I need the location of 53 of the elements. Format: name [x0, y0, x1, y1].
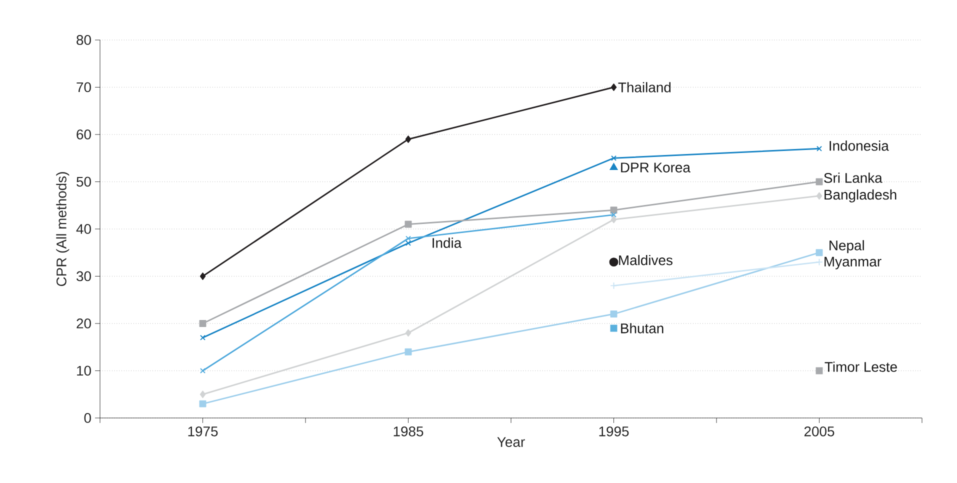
point — [406, 236, 412, 242]
series-label: India — [432, 238, 462, 248]
y-axis-title: CPR (All methods) — [56, 172, 70, 286]
y-tick-label: 60 — [76, 130, 91, 140]
series-label: Indonesia — [830, 140, 889, 151]
y-tick-label: 0 — [84, 413, 91, 423]
point — [610, 163, 618, 170]
point — [199, 320, 206, 327]
series-label: Bangladesh — [824, 189, 896, 202]
point — [610, 324, 618, 332]
series-label: DPR Korea — [621, 162, 690, 172]
y-tick-label: 40 — [76, 224, 91, 234]
x-tick-label: 2005 — [804, 426, 834, 436]
point — [610, 84, 617, 91]
y-tick-label: 80 — [76, 35, 91, 45]
x-tick-label: 1985 — [394, 426, 424, 436]
point — [404, 348, 412, 356]
point — [816, 258, 823, 266]
point — [816, 249, 823, 256]
point — [200, 272, 206, 280]
x-tick-label: 1995 — [599, 426, 629, 436]
y-tick-label: 50 — [76, 176, 91, 187]
point — [611, 155, 617, 161]
point — [200, 368, 206, 374]
y-tick-label: 70 — [76, 82, 91, 92]
point — [816, 146, 822, 152]
series-label: Myanmar — [824, 256, 882, 270]
series-label: Thailand — [618, 82, 671, 92]
point — [200, 334, 206, 340]
series-label: Nepal — [830, 240, 864, 254]
y-tick-label: 10 — [77, 366, 91, 376]
y-tick-label: 30 — [76, 271, 91, 282]
point — [405, 136, 412, 143]
point — [609, 258, 618, 267]
point — [406, 240, 412, 246]
point — [816, 192, 822, 200]
point — [610, 282, 618, 290]
point — [404, 220, 412, 228]
point — [610, 216, 617, 224]
series-label: Sri Lanka — [824, 172, 882, 183]
point — [816, 367, 823, 374]
point — [200, 390, 206, 398]
y-tick-label: 20 — [76, 318, 91, 328]
point — [610, 310, 618, 318]
point — [405, 329, 412, 337]
point — [611, 212, 617, 218]
point — [610, 206, 618, 214]
x-axis-title: Year — [497, 437, 525, 447]
series-label: Bhutan — [621, 323, 664, 334]
series-label: Maldives — [619, 254, 672, 266]
point — [199, 400, 206, 408]
x-tick-label: 1975 — [188, 426, 218, 436]
series-label: Timor Leste — [824, 362, 897, 372]
